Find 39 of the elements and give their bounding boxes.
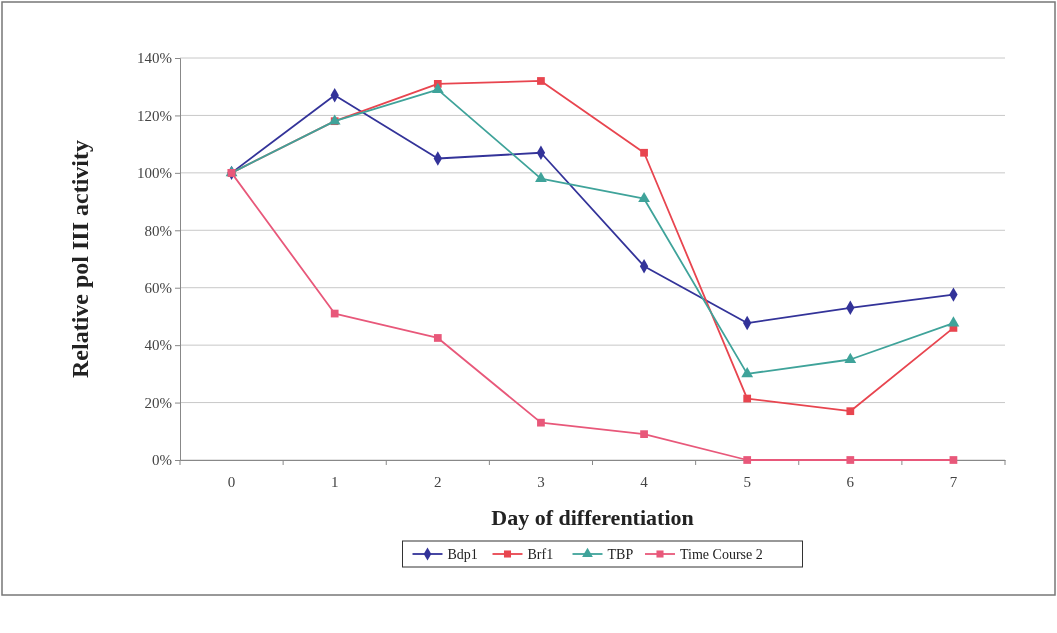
x-tick-label: 1 [330,473,339,490]
point [741,367,754,378]
x-tick-label: 7 [949,473,958,490]
point [537,77,545,85]
point [846,407,855,416]
point [535,171,547,182]
x-tick-label: 3 [537,473,545,490]
point [640,148,648,157]
point [638,191,650,203]
x-tick-label: 4 [640,473,649,490]
legend-label: Brf1 [527,547,554,562]
y-tick-label: 20% [144,394,172,411]
x-tick-label: 6 [846,473,855,490]
x-axis-title: Day of differentiation [491,505,694,530]
point [433,334,442,342]
point [431,82,444,93]
y-tick-label: 80% [144,222,172,239]
point [846,456,855,464]
y-tick-label: 140% [137,50,172,67]
y-tick-label: 120% [137,107,172,124]
y-axis-title: Relative pol III activity [67,140,93,378]
legend-label: TBP [607,547,634,562]
y-tick-label: 0% [152,452,172,469]
x-tick-label: 0 [227,473,236,490]
point [844,352,857,363]
point [947,316,960,327]
point [949,456,958,464]
point [537,418,545,427]
x-tick-label: 5 [743,473,751,490]
legend-label: Bdp1 [447,547,478,562]
y-tick-label: 40% [144,337,172,354]
point [330,309,339,318]
y-tick-label: 100% [137,165,172,182]
y-tick-label: 60% [144,280,172,297]
point [743,456,752,464]
point [640,430,648,439]
x-tick-label: 2 [434,473,442,490]
point [743,394,752,403]
legend-label: Time Course 2 [680,547,763,562]
